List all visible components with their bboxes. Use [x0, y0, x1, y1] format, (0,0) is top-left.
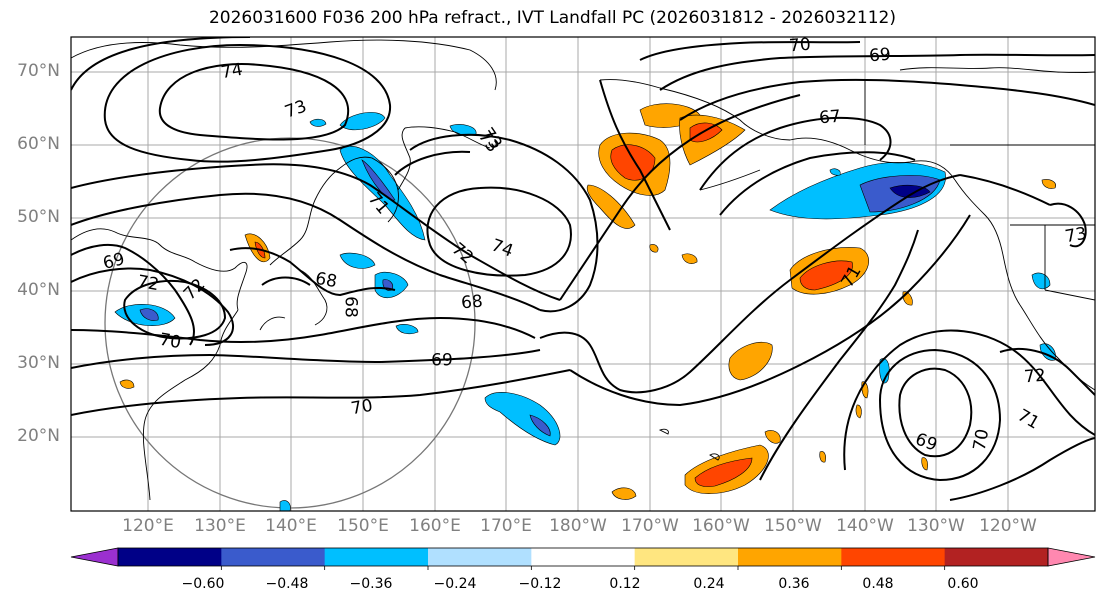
colorbar-bin [944, 548, 1049, 566]
colorbar-bin [634, 548, 739, 566]
colorbar-bin [221, 548, 326, 566]
map-panel [71, 37, 1095, 511]
colorbar-frame [117, 547, 1049, 567]
colorbar [70, 547, 1096, 570]
colorbar-extend-high [1047, 547, 1096, 567]
lon-label-150w: 150°W [764, 516, 822, 536]
contour-label: 69 [431, 350, 453, 371]
colorbar-tick-5: −0.12 [518, 576, 562, 592]
lon-label-160w: 160°W [692, 516, 750, 536]
contour-label: 68 [340, 296, 361, 318]
colorbar-bin [841, 548, 946, 566]
figure-title: 2026031600 F036 200 hPa refract., IVT La… [208, 8, 896, 28]
colorbar-tick-6: 0.12 [609, 576, 641, 592]
lat-label-60n: 60°N [17, 134, 60, 154]
graticule [71, 37, 1095, 511]
colorbar-tick-8: 0.36 [778, 576, 810, 592]
colorbar-tick-3: −0.36 [349, 576, 393, 592]
contour-label: 72 [135, 271, 161, 296]
lon-label-130w: 130°W [907, 516, 965, 536]
contour-label: 70 [969, 427, 994, 453]
colorbar-tick-2: −0.48 [265, 576, 309, 592]
contour-label: 74 [219, 59, 245, 84]
colorbar-extend-low [70, 547, 119, 567]
lat-label-20n: 20°N [17, 426, 60, 446]
colorbar-tick-7: 0.24 [693, 576, 725, 592]
lon-label-150e: 150°E [337, 516, 389, 536]
lon-label-140w: 140°W [836, 516, 894, 536]
colorbar-bin [324, 548, 429, 566]
lat-label-50n: 50°N [17, 207, 60, 227]
contour-label: 73 [1063, 223, 1089, 248]
colorbar-tick-10: 0.60 [947, 576, 979, 592]
lon-label-160e: 160°E [409, 516, 461, 536]
lon-label-130e: 130°E [194, 516, 246, 536]
contour-label: 70 [157, 329, 183, 354]
coastlines [71, 39, 1095, 501]
positive-shading [119, 103, 1056, 500]
map-frame [70, 36, 1096, 512]
colorbar-bin [531, 548, 636, 566]
colorbar-tick-9: 0.48 [862, 576, 894, 592]
lon-label-120e: 120°E [122, 516, 174, 536]
contour-label: 72 [1023, 365, 1047, 388]
lon-label-170w: 170°W [621, 516, 679, 536]
colorbar-bin [118, 548, 222, 566]
lat-label-30n: 30°N [17, 353, 60, 373]
lon-label-170e: 170°E [480, 516, 532, 536]
lat-label-70n: 70°N [17, 61, 60, 81]
contour-label: 70 [788, 34, 812, 57]
contour-label: 67 [818, 106, 842, 129]
negative-shading [114, 112, 1056, 511]
colorbar-tick-4: −0.24 [433, 576, 477, 592]
lon-label-180w: 180°W [549, 516, 607, 536]
contour-lines [71, 37, 1095, 501]
contour-label: 70 [349, 395, 375, 420]
lat-label-40n: 40°N [17, 280, 60, 300]
contour-label: 68 [460, 291, 484, 314]
colorbar-tick-1: −0.60 [181, 576, 225, 592]
contour-label: 69 [868, 44, 892, 67]
colorbar-bin [428, 548, 532, 566]
lon-label-140e: 140°E [265, 516, 317, 536]
lon-label-120w: 120°W [979, 516, 1037, 536]
colorbar-bin [738, 548, 842, 566]
contour-label: 68 [313, 268, 339, 293]
